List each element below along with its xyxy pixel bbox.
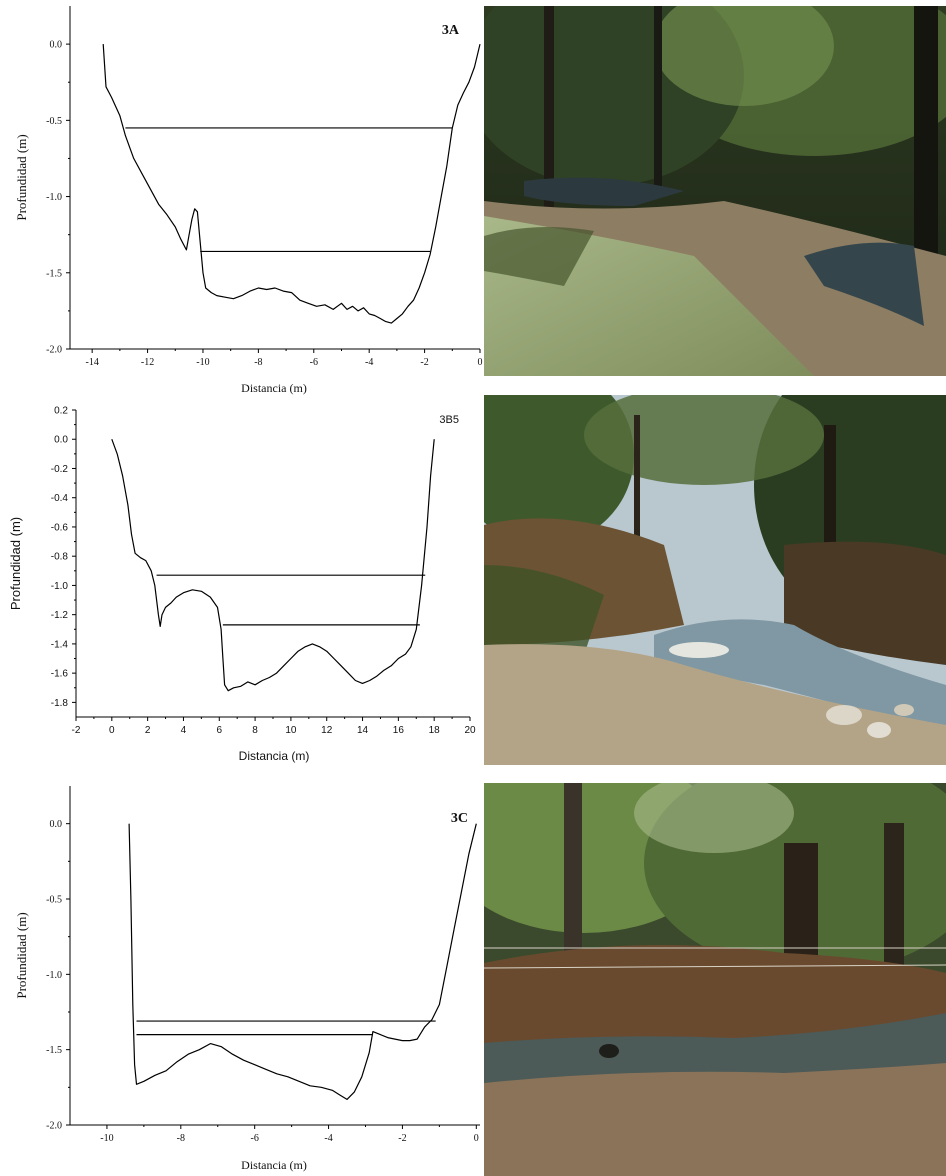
panel-label: 3C xyxy=(451,811,468,826)
y-axis-label: Profundidad (m) xyxy=(8,517,23,610)
x-tick-label: -4 xyxy=(324,1133,332,1144)
y-tick-label: -0.8 xyxy=(51,552,69,563)
y-tick-label: -2.0 xyxy=(46,1121,62,1132)
x-tick-label: 20 xyxy=(464,725,476,736)
y-tick-label: 0.2 xyxy=(54,406,68,417)
x-tick-label: -2 xyxy=(72,725,81,736)
y-tick-label: -1.0 xyxy=(46,192,62,203)
river-photo-3a xyxy=(484,6,946,376)
depth-profile-line xyxy=(111,438,435,692)
x-tick-label: 6 xyxy=(216,725,222,736)
y-axis-label: Profundidad (m) xyxy=(14,912,29,998)
chart-3c: -10 -8 -6 -4 -2 0 0.0 -0.5 -1.0 -1.5 -2.0 Distancia… xyxy=(14,786,480,1172)
y-tick-label: -1.0 xyxy=(46,970,62,981)
x-tick-label: 10 xyxy=(285,725,297,736)
y-tick-label: -1.6 xyxy=(51,669,69,680)
x-tick-label: -14 xyxy=(85,357,98,368)
x-tick-label: -2 xyxy=(420,357,428,368)
x-tick-label: -10 xyxy=(100,1133,113,1144)
x-tick-label: 2 xyxy=(145,725,151,736)
x-tick-label: 18 xyxy=(429,725,441,736)
y-tick-label: -0.5 xyxy=(46,116,62,127)
x-tick-label: -6 xyxy=(310,357,318,368)
y-tick-label: 0.0 xyxy=(54,435,68,446)
panel-label: 3B5 xyxy=(439,414,459,426)
x-tick-label: 4 xyxy=(181,725,187,736)
y-tick-label: -1.4 xyxy=(51,639,69,650)
x-tick-label: -8 xyxy=(177,1133,185,1144)
charts-canvas: -14 -12 -10 -8 -6 -4 -2 0 0.0 -0.5 -1.0 -1.5 -2.0 Dis… xyxy=(8,6,483,1172)
river-photo-3c xyxy=(484,783,946,1176)
chart-3a: -14 -12 -10 -8 -6 -4 -2 0 0.0 -0.5 -1.0 -1.5 -2.0 Dis… xyxy=(14,6,483,395)
depth-profile-line xyxy=(102,43,481,324)
y-axis-label: Profundidad (m) xyxy=(14,134,29,220)
y-tick-label: -0.6 xyxy=(51,522,69,533)
y-tick-label: -0.5 xyxy=(46,895,62,906)
y-tick-label: -0.4 xyxy=(51,493,69,504)
y-tick-label: -1.8 xyxy=(51,698,69,709)
y-tick-label: -1.5 xyxy=(46,1045,62,1056)
x-tick-label: -6 xyxy=(251,1133,259,1144)
x-axis-label: Distancia (m) xyxy=(239,749,310,763)
y-tick-label: -1.5 xyxy=(46,268,62,279)
x-tick-label: 8 xyxy=(252,725,258,736)
river-photo-3b5 xyxy=(484,395,946,765)
y-tick-label: -2.0 xyxy=(46,345,62,356)
y-tick-label: 0.0 xyxy=(50,40,63,51)
x-tick-label: -2 xyxy=(398,1133,406,1144)
x-tick-label: 16 xyxy=(393,725,405,736)
x-tick-label: -4 xyxy=(365,357,373,368)
y-tick-label: -1.2 xyxy=(51,610,69,621)
x-tick-label: 14 xyxy=(357,725,369,736)
x-tick-label: -10 xyxy=(196,357,209,368)
x-tick-label: -12 xyxy=(141,357,154,368)
chart-3b5: -2 0 2 4 6 8 10 12 14 16 18 20 0.2 0.0 -0.2 -0.4 -0.6 -0.… xyxy=(8,406,476,764)
y-tick-label: 0.0 xyxy=(50,819,63,830)
depth-profile-line xyxy=(128,823,477,1101)
panel-label: 3A xyxy=(442,23,460,38)
x-tick-label: 0 xyxy=(478,357,483,368)
x-tick-label: 12 xyxy=(321,725,333,736)
y-tick-label: -1.0 xyxy=(51,581,69,592)
x-tick-label: 0 xyxy=(474,1133,479,1144)
x-tick-label: 0 xyxy=(109,725,115,736)
y-tick-label: -0.2 xyxy=(51,464,69,475)
x-axis-label: Distancia (m) xyxy=(241,381,307,395)
x-tick-label: -8 xyxy=(254,357,262,368)
x-axis-label: Distancia (m) xyxy=(241,1158,307,1172)
